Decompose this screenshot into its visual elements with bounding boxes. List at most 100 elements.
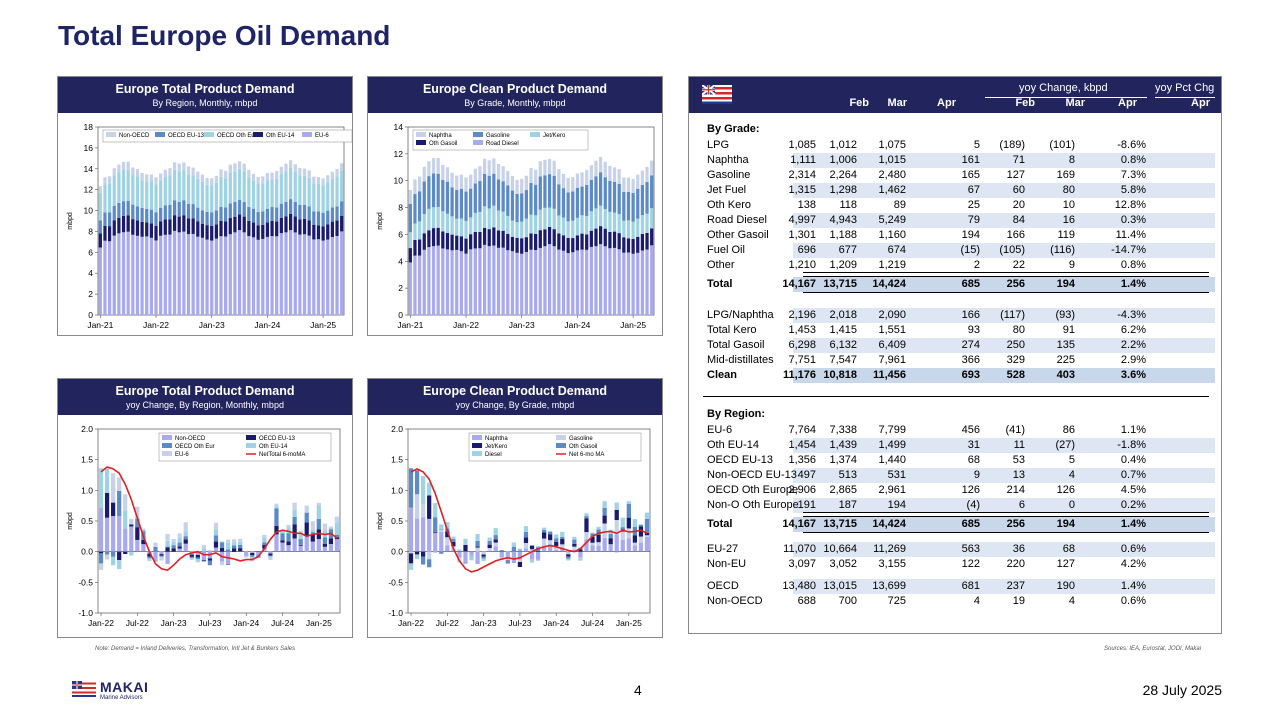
table-cell: 6,409 [878, 339, 906, 351]
bar-segment [414, 518, 420, 552]
legend-swatch [556, 443, 566, 448]
bar-segment [247, 169, 251, 178]
bar-segment [585, 234, 589, 250]
table-cell: 11.4% [1115, 229, 1146, 241]
table-cell: 2,196 [788, 309, 816, 321]
chart-panel-clean-yoy: Europe Clean Product Demand yoy Change, … [367, 378, 663, 638]
table-cell: 2,961 [878, 484, 906, 496]
bar-segment [126, 215, 130, 232]
x-tick-label: Jan-25 [620, 320, 646, 330]
bar-segment [572, 549, 577, 552]
bar-segment [268, 551, 273, 554]
bar-segment [232, 542, 237, 546]
chart-title: Europe Total Product Demand [115, 384, 295, 398]
bar-segment [250, 556, 255, 560]
bar-segment [310, 521, 315, 530]
bar-segment [575, 173, 580, 188]
bar-segment [205, 225, 209, 240]
bar-segment [280, 540, 285, 543]
bar-segment [598, 205, 603, 227]
bar-segment [538, 230, 542, 248]
bar-segment [417, 255, 422, 315]
bar-segment [414, 551, 420, 555]
bar-segment [177, 546, 182, 549]
row-shade [793, 153, 1215, 168]
bar-segment [617, 184, 621, 214]
bar-segment [302, 234, 307, 315]
y-tick-label: 1.5 [391, 455, 403, 465]
bar-segment [233, 163, 237, 172]
bar-segment [441, 211, 445, 232]
bar-segment [256, 551, 261, 556]
bar-segment [103, 225, 107, 241]
bar-segment [561, 235, 566, 251]
row-label: OECD Oth Europe [707, 484, 799, 496]
bar-segment [510, 236, 515, 252]
legend-swatch [106, 132, 116, 137]
table-cell: 1,499 [878, 439, 906, 451]
bar-segment [111, 502, 116, 517]
bar-segment [154, 177, 158, 185]
bar-segment [524, 175, 528, 191]
bar-segment [543, 229, 547, 247]
bar-segment [515, 222, 519, 238]
table-cell: 7.3% [1120, 169, 1146, 181]
legend-swatch [162, 451, 172, 456]
row-shade [793, 338, 1215, 353]
table-cell: 0 [1068, 499, 1075, 511]
bar-segment [603, 228, 607, 247]
bar-segment [111, 551, 116, 557]
bar-segment [608, 180, 612, 212]
y-tick-label: 1.0 [81, 485, 93, 495]
col-header: Apr [1191, 97, 1210, 109]
legend-label: Non-OECD [119, 133, 150, 139]
table-cell: 25 [967, 199, 980, 211]
bar-segment [293, 232, 297, 315]
bar-segment [321, 185, 325, 213]
bar-segment [598, 172, 603, 206]
table-row: LPG/Naphtha 2,196 2,018 2,090 166 (117) (93) -4… [689, 308, 1221, 323]
table-cell: 1,015 [878, 154, 906, 166]
y-tick-label: 4 [398, 256, 403, 266]
bar-segment [279, 233, 283, 315]
table-cell: (27) [1055, 439, 1075, 451]
bar-segment [608, 211, 612, 232]
bar-segment [650, 208, 654, 229]
bar-segment [316, 183, 321, 212]
bar-segment [617, 169, 621, 185]
bar-segment [140, 221, 144, 237]
legend-swatch [472, 451, 482, 456]
bar-segment [622, 177, 626, 192]
bar-segment [617, 233, 621, 250]
table-cell: 80 [1062, 184, 1075, 196]
bar-segment [177, 537, 182, 543]
legend-swatch [246, 435, 256, 440]
bar-segment [464, 177, 468, 192]
table-cell: 9 [973, 469, 980, 481]
bar-segment [575, 235, 580, 251]
bar-segment [224, 170, 228, 179]
bar-segment [159, 556, 164, 558]
bar-segment [196, 207, 200, 222]
bar-segment [542, 527, 547, 530]
bar-segment [183, 543, 188, 552]
table-cell: 0.8% [1120, 154, 1146, 166]
table-cell: 126 [1056, 484, 1075, 496]
bar-segment [506, 215, 510, 234]
bar-segment [98, 233, 102, 248]
bar-segment [417, 239, 422, 256]
bar-segment [123, 528, 128, 552]
bar-segment [219, 547, 225, 552]
bar-segment [517, 561, 523, 567]
table-cell: 0.3% [1120, 214, 1146, 226]
row-shade [793, 277, 1215, 292]
bar-segment [268, 555, 273, 557]
table-cell: 2 [973, 259, 980, 271]
bar-segment [274, 503, 279, 507]
bar-segment [265, 208, 270, 223]
bar-segment [451, 549, 456, 552]
table-cell: 14,424 [872, 278, 906, 290]
bar-segment [560, 548, 565, 552]
bar-segment [293, 216, 297, 233]
demand-table: yoy Change, kbpd yoy Pct Chg Feb Mar Apr… [688, 76, 1222, 634]
